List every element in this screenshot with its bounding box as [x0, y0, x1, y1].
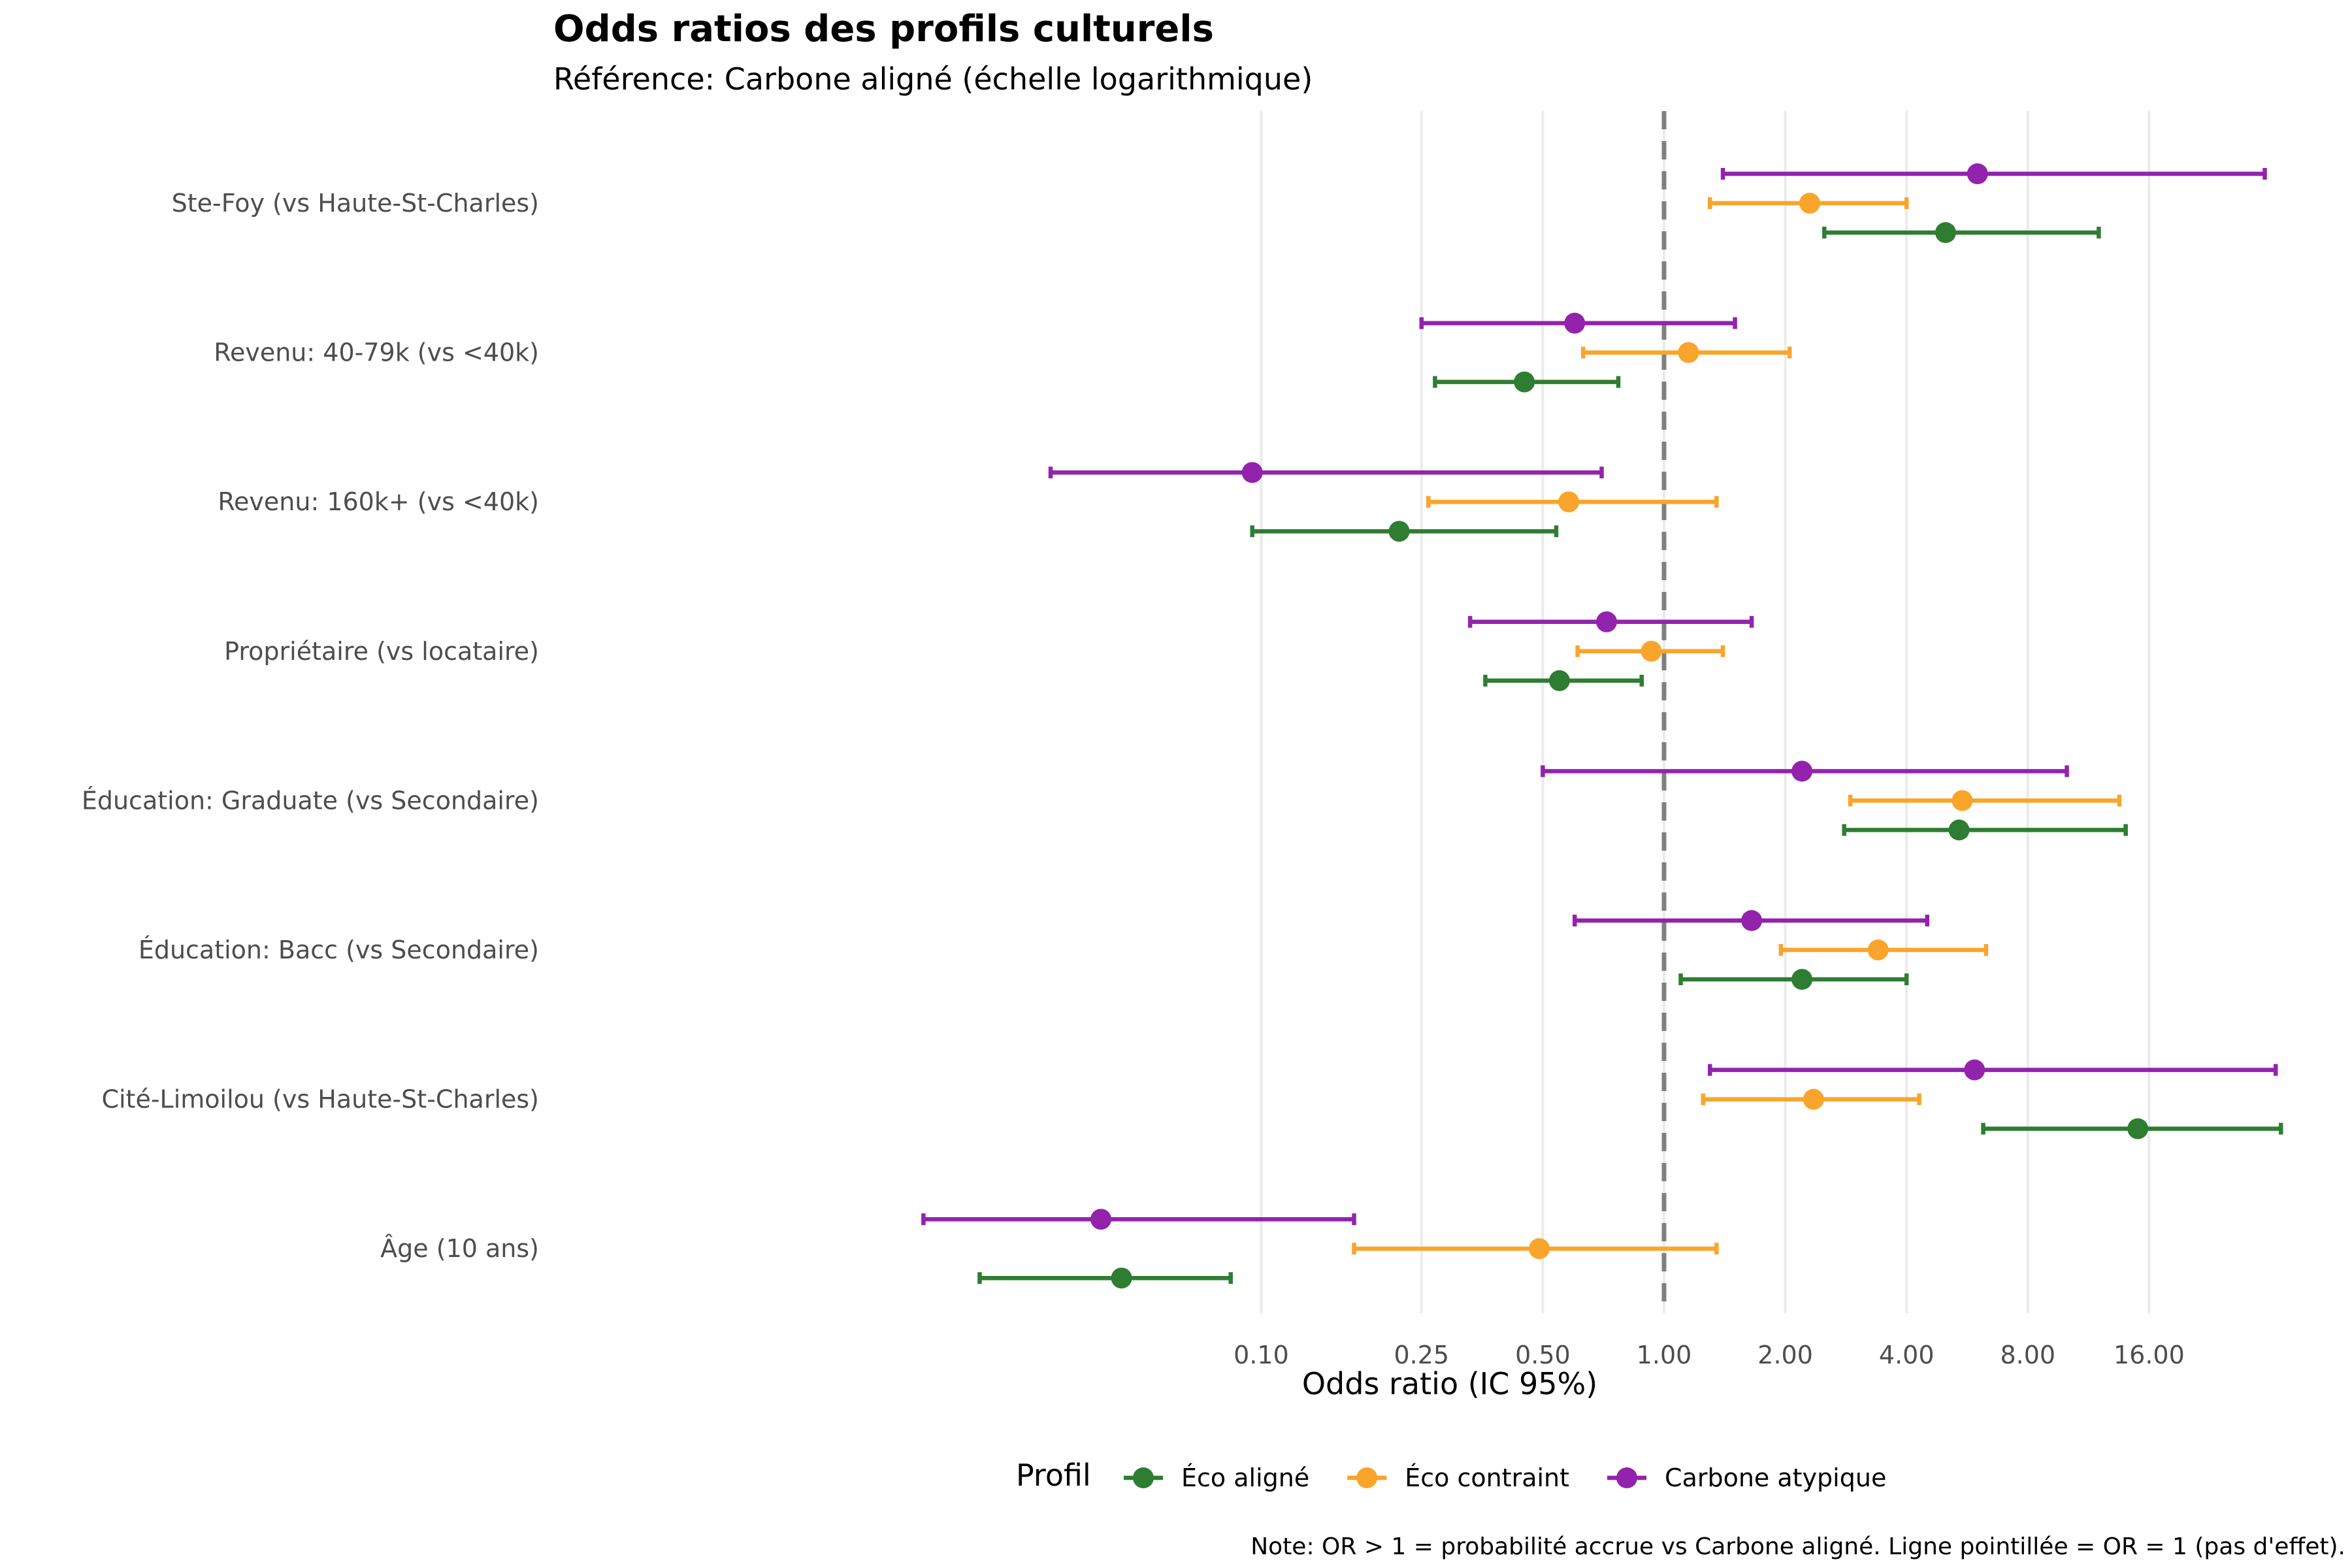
y-tick-label: Éducation: Graduate (vs Secondaire) — [82, 786, 539, 815]
chart-note: Note: OR > 1 = probabilité accrue vs Car… — [1250, 1533, 2345, 1560]
legend-label: Éco aligné — [1181, 1463, 1309, 1492]
or-point — [1596, 611, 1618, 632]
x-tick-label: 0.10 — [1233, 1341, 1289, 1369]
chart-title: Odds ratios des profils culturels — [553, 8, 1214, 50]
x-tick-label: 16.00 — [2114, 1341, 2185, 1369]
x-tick-label: 0.25 — [1394, 1341, 1449, 1369]
x-tick-label: 8.00 — [2000, 1341, 2055, 1369]
or-point — [1935, 222, 1956, 243]
legend-items: Éco aligné Éco contraint Carbone atypique — [1124, 1463, 1886, 1492]
legend-label: Éco contraint — [1405, 1463, 1569, 1492]
y-tick-label: Revenu: 40-79k (vs <40k) — [214, 338, 539, 367]
x-tick-label: 1.00 — [1637, 1341, 1692, 1369]
x-tick-label: 0.50 — [1515, 1341, 1571, 1369]
or-point — [1564, 312, 1586, 334]
legend-key-point — [1616, 1467, 1638, 1488]
or-point — [1558, 491, 1580, 513]
or-point — [1967, 163, 1988, 184]
x-axis-title: Odds ratio (IC 95%) — [1302, 1366, 1597, 1401]
gridlines — [1260, 111, 2151, 1313]
or-point — [2127, 1118, 2149, 1139]
or-point — [1791, 969, 1813, 990]
or-point — [1678, 342, 1699, 363]
or-point — [1948, 819, 1970, 841]
y-tick-label: Ste-Foy (vs Haute-St-Charles) — [172, 189, 539, 218]
y-tick-label: Âge (10 ans) — [380, 1234, 539, 1263]
legend-title: Profil — [1016, 1458, 1091, 1493]
or-point — [1111, 1267, 1132, 1289]
or-point — [1799, 193, 1821, 214]
y-tick-label: Cité-Limoilou (vs Haute-St-Charles) — [101, 1085, 539, 1114]
or-point — [1952, 790, 1973, 811]
y-tick-label: Revenu: 160k+ (vs <40k) — [218, 487, 539, 516]
or-point — [1867, 939, 1889, 960]
or-point — [1548, 670, 1570, 691]
or-point — [1803, 1088, 1824, 1110]
or-point — [1388, 521, 1410, 542]
x-tick-label: 4.00 — [1879, 1341, 1935, 1369]
y-tick-labels: Ste-Foy (vs Haute-St-Charles) Revenu: 40-… — [82, 189, 539, 1263]
y-tick-label: Éducation: Bacc (vs Secondaire) — [139, 936, 539, 964]
or-point — [1641, 640, 1662, 662]
legend-label: Carbone atypique — [1665, 1463, 1886, 1492]
or-point — [1090, 1209, 1112, 1230]
or-point — [1791, 760, 1813, 782]
or-point — [1514, 371, 1535, 393]
chart-subtitle: Référence: Carbone aligné (échelle logar… — [553, 61, 1313, 97]
or-point — [1741, 910, 1763, 931]
or-point — [1241, 462, 1263, 483]
x-tick-label: 2.00 — [1757, 1341, 1813, 1369]
data-marks — [921, 163, 2283, 1289]
or-point — [1964, 1059, 1985, 1081]
x-tick-labels: 0.10 0.25 0.50 1.00 2.00 4.00 8.00 16.00 — [1233, 1341, 2185, 1369]
legend: Profil Éco aligné Éco contraint Carbone at… — [1016, 1458, 1886, 1493]
legend-key-point — [1356, 1467, 1378, 1488]
legend-key-point — [1133, 1467, 1154, 1488]
y-tick-label: Propriétaire (vs locataire) — [224, 637, 539, 666]
or-point — [1528, 1238, 1550, 1260]
